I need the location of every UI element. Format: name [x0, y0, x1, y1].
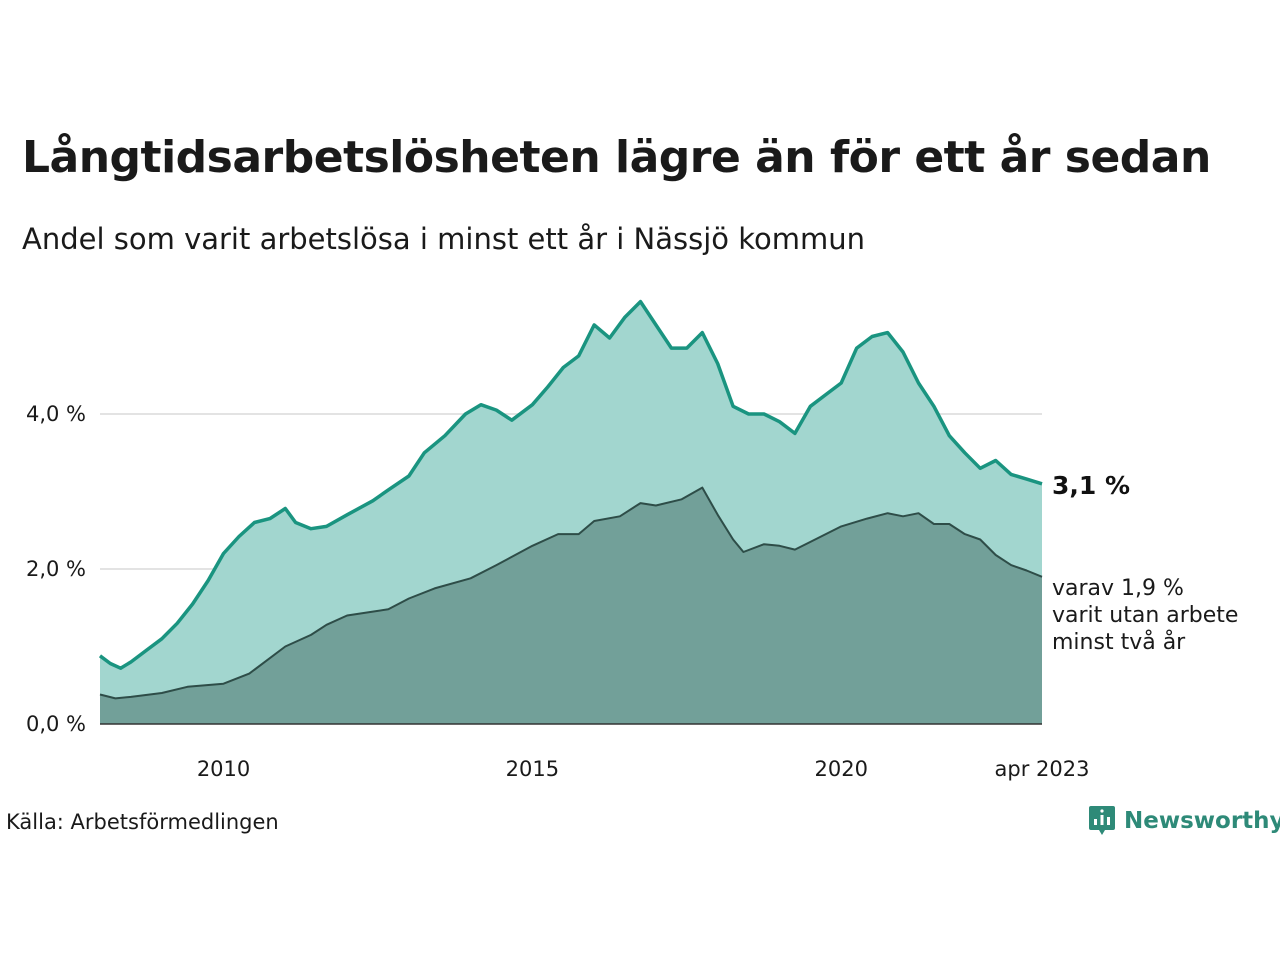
x-tick-label: 2015	[506, 757, 559, 781]
end-label-total: 3,1 %	[1052, 471, 1130, 500]
x-tick-label: 2020	[815, 757, 868, 781]
chart-title: Långtidsarbetslösheten lägre än för ett …	[22, 132, 1211, 183]
end-label-two-year-line: minst två år	[1052, 629, 1186, 655]
chart-subtitle: Andel som varit arbetslösa i minst ett å…	[22, 222, 865, 256]
x-tick-label: apr 2023	[995, 757, 1090, 781]
newsworthy-logo-icon	[1089, 806, 1115, 835]
y-tick-label: 4,0 %	[26, 402, 86, 426]
y-tick-label: 0,0 %	[26, 712, 86, 736]
label-layer: 0,0 % 2,0 % 4,0 % 2010 2015 2020 apr 2023 3,1 %…	[26, 402, 1238, 781]
source-note: Källa: Arbetsförmedlingen	[6, 810, 279, 834]
series-line-two_year	[99, 486, 1043, 700]
series-area-two_year	[100, 487, 1042, 724]
brand-name: Newsworthy	[1124, 808, 1280, 834]
y-tick-label: 2,0 %	[26, 557, 86, 581]
area-layer	[98, 299, 1043, 724]
series-line-total	[98, 299, 1043, 670]
x-tick-label: 2010	[197, 757, 250, 781]
end-label-two-year-line: varav 1,9 %	[1052, 576, 1184, 601]
brand-logo: Newsworthy	[1088, 804, 1280, 838]
end-label-two-year-line: varit utan arbete	[1052, 603, 1238, 628]
